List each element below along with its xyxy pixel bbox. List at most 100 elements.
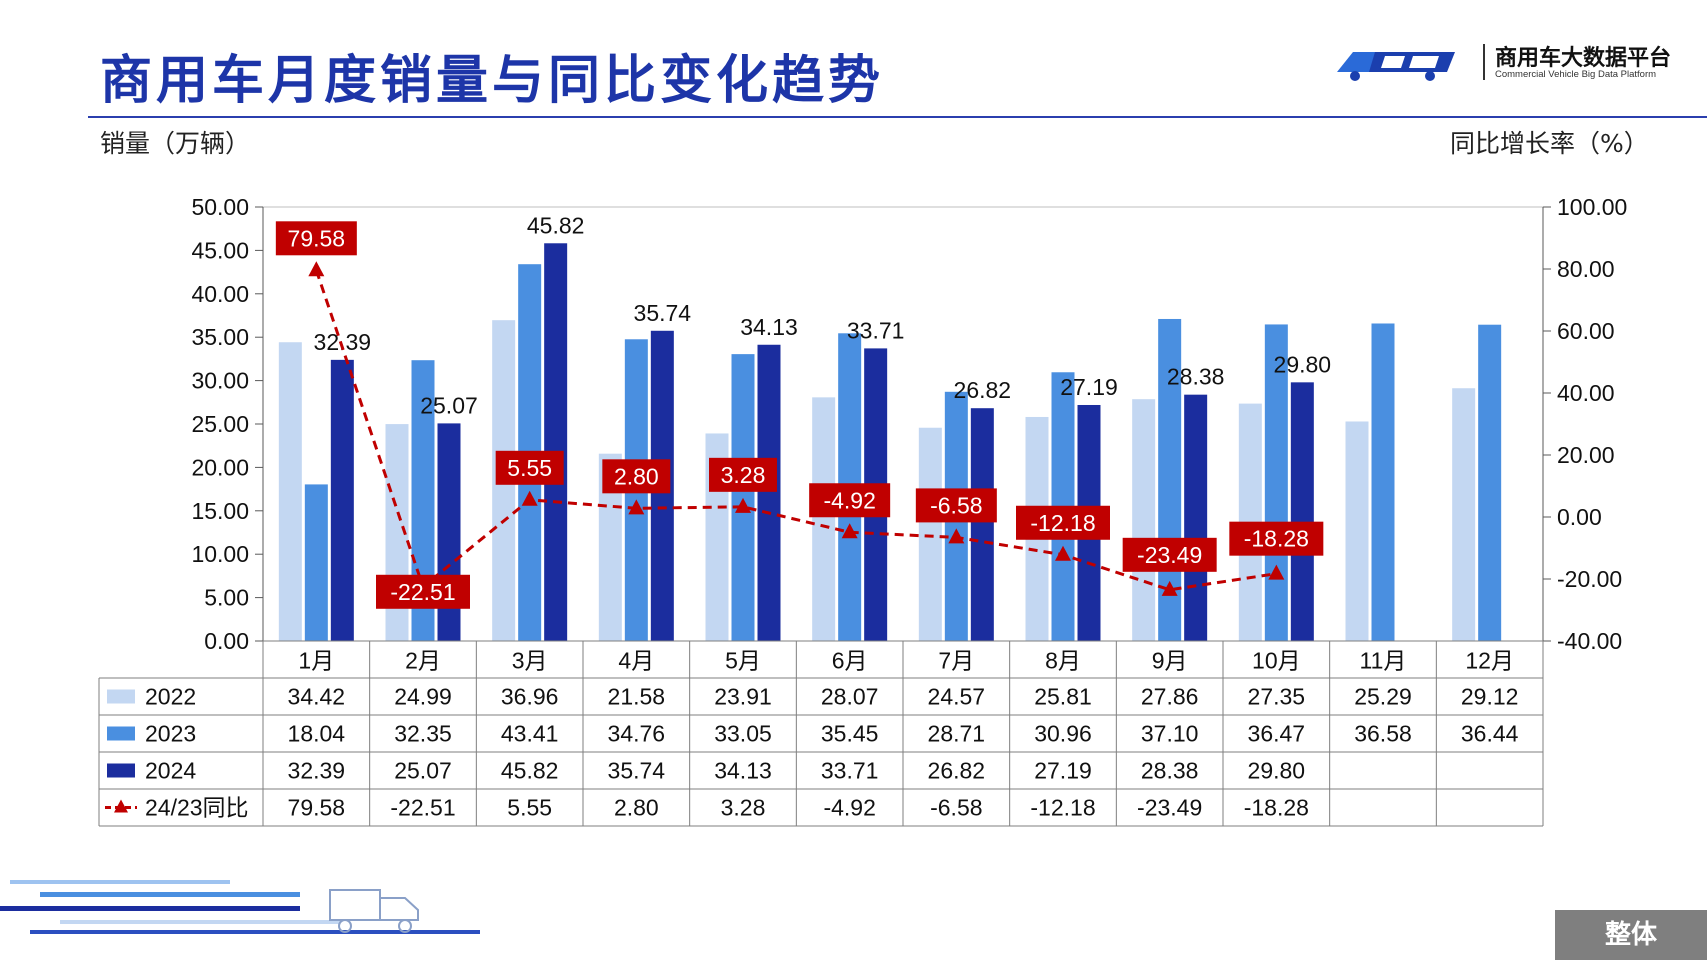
bar-2022 — [1452, 388, 1476, 641]
x-axis-tick-label: 1月 — [298, 648, 334, 674]
table-cell: 28.38 — [1141, 758, 1199, 784]
yoy-label-box — [809, 483, 891, 518]
table-cell: 34.42 — [288, 684, 346, 710]
left-axis-tick-label: 45.00 — [191, 237, 249, 263]
yoy-marker — [1055, 545, 1071, 561]
title-divider — [88, 116, 1707, 118]
table-cell: 36.58 — [1354, 721, 1412, 747]
bar-2022 — [598, 453, 622, 641]
bar-2024 — [1290, 382, 1314, 641]
bar-2024-value-label: 25.07 — [420, 392, 478, 418]
page-title: 商用车月度销量与同比变化趋势 — [100, 51, 885, 111]
left-axis-tick-label: 50.00 — [191, 194, 249, 220]
bar-2024-value-label: 32.39 — [314, 329, 372, 355]
table-cell: 25.29 — [1354, 684, 1412, 710]
x-axis-tick-label: 5月 — [725, 648, 761, 674]
table-cell: -22.51 — [390, 795, 455, 821]
left-axis-tick-label: 25.00 — [191, 411, 249, 437]
left-axis-tick-label: 40.00 — [191, 281, 249, 307]
truck-logo-icon — [1337, 52, 1455, 81]
yoy-value-label: 79.58 — [288, 225, 346, 251]
x-axis-tick-label: 10月 — [1252, 648, 1301, 674]
x-axis-tick-label: 2月 — [405, 648, 441, 674]
right-axis-tick-label: 40.00 — [1557, 380, 1615, 406]
yoy-marker — [521, 490, 538, 506]
x-axis-tick-label: 7月 — [938, 648, 974, 674]
table-cell: 23.91 — [714, 684, 772, 710]
yoy-value-label: -6.58 — [930, 492, 982, 518]
scope-badge: 整体 — [1555, 910, 1707, 960]
bar-2024 — [544, 243, 568, 641]
table-cell: 25.81 — [1034, 684, 1092, 710]
table-cell: 2.80 — [614, 795, 659, 821]
yoy-label-box — [1016, 505, 1110, 540]
yoy-line — [314, 269, 1277, 592]
yoy-label-box — [275, 221, 357, 256]
table-cell: 36.96 — [501, 684, 559, 710]
x-axis-tick-label: 9月 — [1152, 648, 1188, 674]
x-axis-tick-label: 8月 — [1045, 648, 1081, 674]
sales-chart: 0.00 5.00 10.00 15.00 20.00 25.00 30.00 35.00 40… — [98, 194, 1627, 827]
table-cell: 79.58 — [288, 795, 346, 821]
yoy-value-label: -18.28 — [1244, 526, 1309, 552]
right-axis-tick-label: 100.00 — [1557, 194, 1627, 220]
table-cell: 32.35 — [394, 721, 452, 747]
yoy-value-label: 5.55 — [507, 455, 552, 481]
yoy-value-label: -12.18 — [1030, 510, 1095, 536]
bar-2022 — [278, 342, 302, 641]
left-axis-tick-label: 0.00 — [204, 628, 249, 654]
right-axis-title: 同比增长率（%） — [1450, 129, 1649, 158]
legend-label: 2022 — [145, 684, 196, 710]
table-cell: 35.74 — [608, 758, 666, 784]
legend-label: 2023 — [145, 721, 196, 747]
logo-separator — [1483, 44, 1485, 80]
left-axis-tick-label: 30.00 — [191, 368, 249, 394]
table-cell: 27.86 — [1141, 684, 1199, 710]
table-cell: 3.28 — [721, 795, 766, 821]
left-axis-tick-label: 20.00 — [191, 454, 249, 480]
yoy-label-box — [376, 574, 470, 609]
table-cell: 30.96 — [1034, 721, 1092, 747]
right-axis-tick-label: 0.00 — [1557, 504, 1602, 530]
bar-2024-value-label: 28.38 — [1167, 364, 1225, 390]
legend-key-2024 — [107, 763, 135, 778]
table-cell: 27.35 — [1248, 684, 1306, 710]
bar-2023 — [731, 354, 755, 641]
legend-key-yoy-marker — [114, 799, 128, 813]
table-cell: 25.07 — [394, 758, 452, 784]
left-axis-tick-label: 5.00 — [204, 585, 249, 611]
table-cell: 35.45 — [821, 721, 879, 747]
table-cell: 34.13 — [714, 758, 772, 784]
yoy-marker — [1268, 564, 1285, 580]
platform-logo: 商用车大数据平台 Commercial Vehicle Big Data Pla… — [1335, 38, 1695, 88]
left-axis-tick-label: 10.00 — [191, 541, 249, 567]
table-cell: 27.19 — [1034, 758, 1092, 784]
bar-2024-value-label: 29.80 — [1274, 351, 1332, 377]
left-axis-tick-label: 15.00 — [191, 498, 249, 524]
table-cell: 28.07 — [821, 684, 879, 710]
right-axis-tick-label: -40.00 — [1557, 628, 1622, 654]
bar-2023 — [1264, 324, 1288, 641]
right-axis-tick-label: 60.00 — [1557, 318, 1615, 344]
table-cell: -4.92 — [823, 795, 875, 821]
bar-2024-value-label: 26.82 — [954, 377, 1012, 403]
bar-2024-value-label: 34.13 — [740, 314, 798, 340]
table-cell: 37.10 — [1141, 721, 1199, 747]
bar-2022 — [1345, 421, 1369, 641]
table-cell: 28.71 — [928, 721, 986, 747]
right-axis-tick-label: -20.00 — [1557, 566, 1622, 592]
x-axis-tick-label: 4月 — [618, 648, 654, 674]
bar-2024-value-label: 33.71 — [847, 317, 905, 343]
bar-2024 — [757, 344, 781, 641]
left-axis-tick-label: 35.00 — [191, 324, 249, 350]
table-cell: 18.04 — [288, 721, 346, 747]
x-axis-tick-label: 3月 — [512, 648, 548, 674]
table-cell: 29.80 — [1248, 758, 1306, 784]
x-axis-tick-label: 6月 — [832, 648, 868, 674]
logo-title: 商用车大数据平台 — [1495, 46, 1672, 71]
table-cell: 36.47 — [1248, 721, 1306, 747]
yoy-value-label: 3.28 — [721, 462, 766, 488]
yoy-value-label: -23.49 — [1137, 542, 1202, 568]
bar-2022 — [812, 397, 836, 641]
table-cell: 32.39 — [288, 758, 346, 784]
